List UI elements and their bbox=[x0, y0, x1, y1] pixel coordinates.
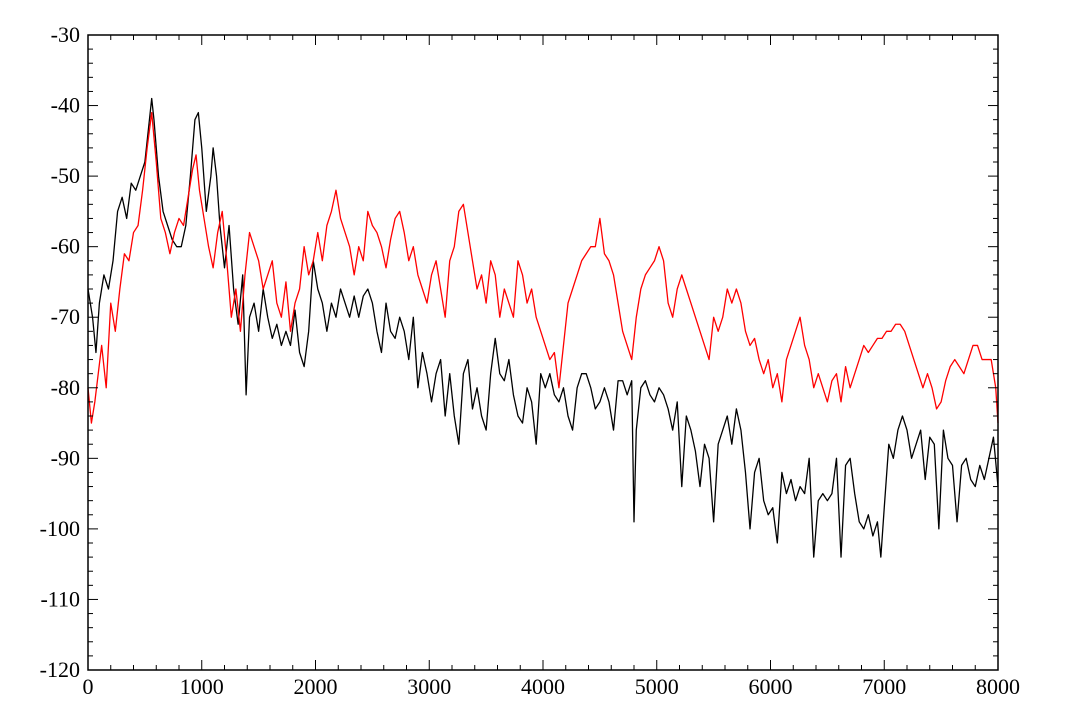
y-tick-label: -70 bbox=[51, 304, 80, 329]
x-tick-label: 4000 bbox=[521, 674, 565, 699]
series-line-1 bbox=[87, 97, 999, 558]
y-tick-label: -110 bbox=[40, 586, 80, 611]
tick-labels: 0 1000 2000 3000 4000 5000 6000 7000 8000 -120 -11… bbox=[40, 22, 1020, 699]
y-tick-label: -90 bbox=[51, 445, 80, 470]
y-tick-label: -80 bbox=[51, 375, 80, 400]
y-tick-label: -100 bbox=[40, 516, 80, 541]
y-tick-label: -60 bbox=[51, 234, 80, 259]
y-tick-label: -50 bbox=[51, 163, 80, 188]
x-tick-label: 8000 bbox=[976, 674, 1020, 699]
plot-frame bbox=[87, 34, 999, 671]
x-tick-label: 7000 bbox=[862, 674, 906, 699]
x-tick-label: 5000 bbox=[635, 674, 679, 699]
x-tick-label: 2000 bbox=[294, 674, 338, 699]
y-tick-label: -40 bbox=[51, 93, 80, 118]
y-tick-label: -120 bbox=[40, 657, 80, 682]
x-tick-label: 1000 bbox=[180, 674, 224, 699]
axis-ticks bbox=[87, 34, 999, 671]
y-tick-label: -30 bbox=[51, 22, 80, 47]
x-tick-label: 6000 bbox=[749, 674, 793, 699]
series-layer bbox=[87, 97, 999, 558]
x-tick-label: 0 bbox=[83, 674, 94, 699]
x-tick-label: 3000 bbox=[407, 674, 451, 699]
series-line-2 bbox=[87, 111, 999, 424]
